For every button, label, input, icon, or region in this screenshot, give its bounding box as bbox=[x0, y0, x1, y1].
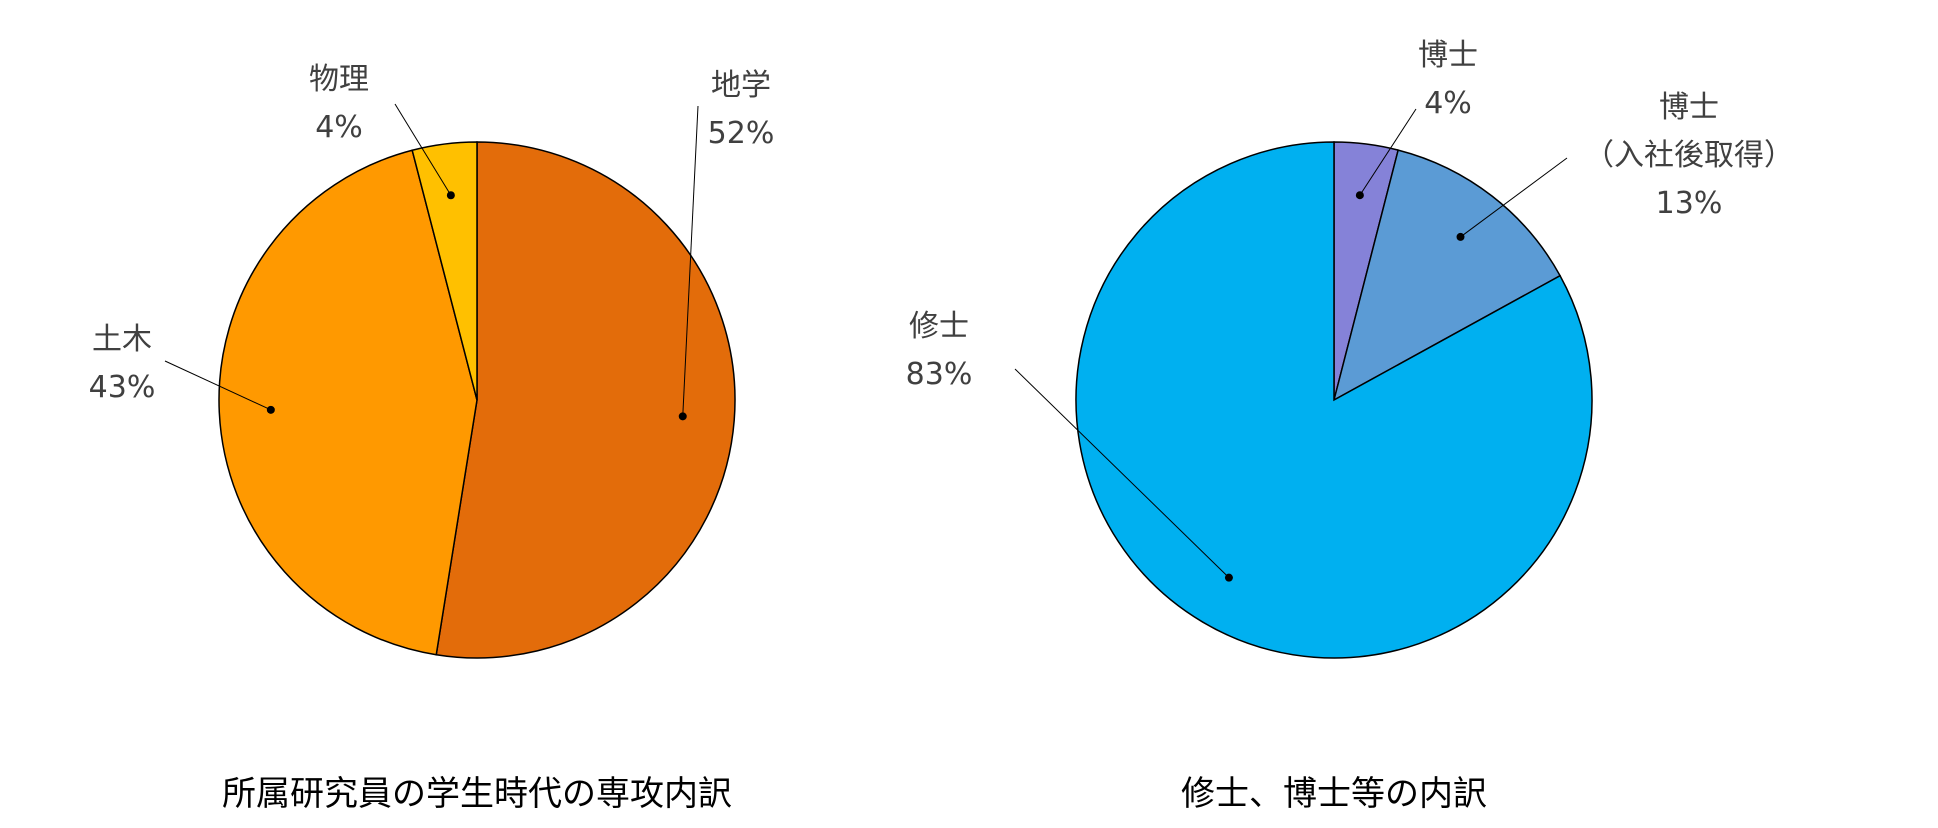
leader-dot bbox=[1456, 232, 1465, 241]
leader-dot bbox=[1355, 191, 1364, 200]
slice-category: 博士 bbox=[1418, 38, 1478, 73]
data-label: 土木 43% bbox=[89, 316, 156, 412]
slice-category: 物理 bbox=[309, 62, 369, 97]
slice-value: 52% bbox=[707, 116, 775, 151]
leader-line bbox=[394, 103, 452, 196]
slice-category: 博士 （入社後取得） bbox=[1584, 90, 1794, 173]
pie-slice bbox=[435, 141, 736, 659]
slice-category: 修士 bbox=[909, 309, 969, 344]
slice-category: 地学 bbox=[711, 68, 771, 103]
slice-category: 土木 bbox=[92, 322, 152, 357]
leader-line bbox=[682, 105, 699, 417]
slice-value: 4% bbox=[1424, 86, 1472, 121]
pie-slice bbox=[1075, 141, 1593, 659]
leader-line bbox=[1460, 157, 1568, 238]
leader-dot bbox=[678, 412, 687, 421]
slice-value: 83% bbox=[905, 357, 973, 392]
slice-value: 13% bbox=[1655, 186, 1723, 221]
pie-slice bbox=[411, 141, 478, 401]
leader-line bbox=[1014, 368, 1230, 579]
slice-value: 4% bbox=[315, 110, 363, 145]
leader-dot bbox=[266, 405, 275, 414]
chart-title: 修士、博士等の内訳 bbox=[1181, 774, 1487, 814]
data-label: 地学 52% bbox=[708, 62, 775, 158]
data-label: 博士 （入社後取得） 13% bbox=[1584, 84, 1794, 228]
pie-slice bbox=[1332, 149, 1562, 402]
slice-value: 43% bbox=[88, 370, 156, 405]
pie-slice bbox=[218, 149, 478, 656]
leader-line bbox=[164, 360, 272, 411]
leader-line bbox=[1359, 108, 1417, 196]
data-label: 修士 83% bbox=[906, 303, 973, 399]
data-label: 物理 4% bbox=[309, 56, 369, 152]
leader-dot bbox=[446, 191, 455, 200]
leader-dot bbox=[1224, 573, 1233, 582]
chart-title: 所属研究員の学生時代の専攻内訳 bbox=[222, 774, 732, 814]
data-label: 博士 4% bbox=[1418, 32, 1478, 128]
